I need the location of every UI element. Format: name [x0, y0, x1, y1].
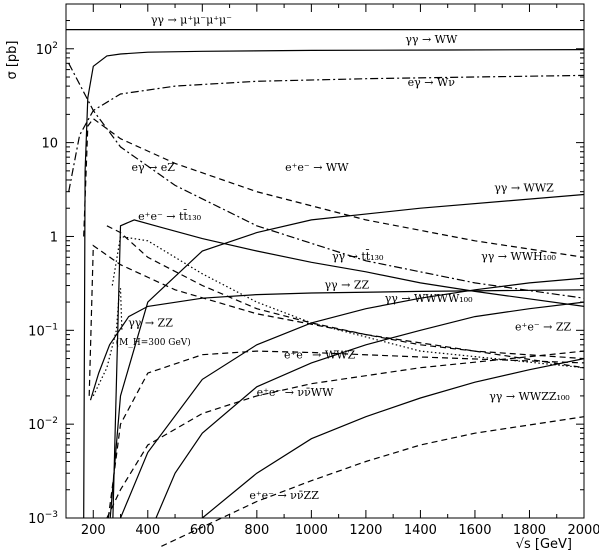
plot-frame	[65, 3, 585, 519]
curve-label: γγ → WWH₁₀₀	[481, 250, 556, 263]
series-line	[107, 350, 585, 519]
curve-label: e⁺e⁻ → ZZ	[515, 320, 571, 333]
series-line	[161, 416, 585, 547]
series-line	[155, 301, 585, 519]
curve-label: γγ → tt̄₁₃₀	[332, 250, 384, 263]
x-tick-label: 200	[81, 523, 106, 538]
curve-label: γγ → WWZ	[494, 182, 554, 195]
x-tick-label: 1600	[458, 523, 491, 538]
annotation-layer: γγ → μ⁺μ⁻μ⁺μ⁻ γγ → WW eγ → Wν eγ → eZ e⁺e⁻ →…	[103, 11, 572, 502]
series-line	[88, 244, 585, 396]
series-line	[119, 277, 585, 519]
curve-label: γγ → WW	[405, 33, 458, 46]
curve-label: e⁺e⁻ → tt̄₁₃₀	[138, 210, 202, 223]
x-tick-label: 1800	[513, 523, 546, 538]
series-line	[83, 49, 585, 519]
curve-label: e⁺e⁻ → νν̄ZZ	[249, 489, 319, 502]
series-line	[68, 63, 585, 299]
y-tick-label: 10	[41, 137, 58, 152]
series-line	[89, 289, 585, 401]
series-line	[83, 117, 585, 258]
curve-label: γγ → ZZ	[324, 278, 369, 291]
y-tick-label: 10−1	[28, 322, 58, 339]
curve-label: eγ → eZ	[132, 161, 176, 174]
series-line	[201, 358, 585, 519]
series-line	[68, 74, 585, 192]
y-axis-label: σ [pb]	[5, 40, 20, 79]
curve-label: γγ → μ⁺μ⁻μ⁺μ⁻	[151, 14, 232, 27]
ticks-layer: 200 400 600 800 1000 1200 1400 1600 1800 2000 10−3…	[28, 3, 599, 538]
curve-label: γγ → WWZZ₁₀₀	[489, 390, 570, 403]
x-tick-label: 800	[244, 523, 269, 538]
curve-label: eγ → Wν	[408, 76, 456, 89]
series-line	[106, 350, 585, 519]
series-line	[106, 225, 585, 360]
x-tick-label: 1000	[295, 523, 328, 538]
x-axis-label: √s [GeV]	[516, 537, 572, 552]
x-tick-label: 600	[190, 523, 215, 538]
x-tick-label: 400	[135, 523, 160, 538]
curve-label: γγ → ZZ	[128, 316, 173, 329]
curve-label: γγ → WWWW₁₀₀	[385, 292, 473, 305]
y-tick-label: 10−3	[28, 510, 58, 527]
curve-label: e⁺e⁻ → WW	[285, 161, 349, 174]
series-layer	[66, 29, 585, 547]
y-tick-label: 102	[36, 41, 58, 58]
y-tick-label: 10−2	[28, 416, 58, 433]
series-line	[92, 288, 123, 397]
x-tick-label: 1400	[404, 523, 437, 538]
series-line	[109, 193, 585, 519]
y-tick-label: 1	[50, 230, 58, 245]
curve-label: e⁺e⁻ → νν̄WW	[257, 386, 335, 399]
series-line	[112, 219, 585, 519]
x-tick-label: 1200	[349, 523, 382, 538]
x-tick-label: 2000	[567, 523, 599, 538]
curve-label: (M_H=300 GeV)	[116, 337, 191, 348]
label-background	[103, 11, 280, 28]
curve-label: e⁺e⁻ → WWZ	[284, 349, 355, 362]
